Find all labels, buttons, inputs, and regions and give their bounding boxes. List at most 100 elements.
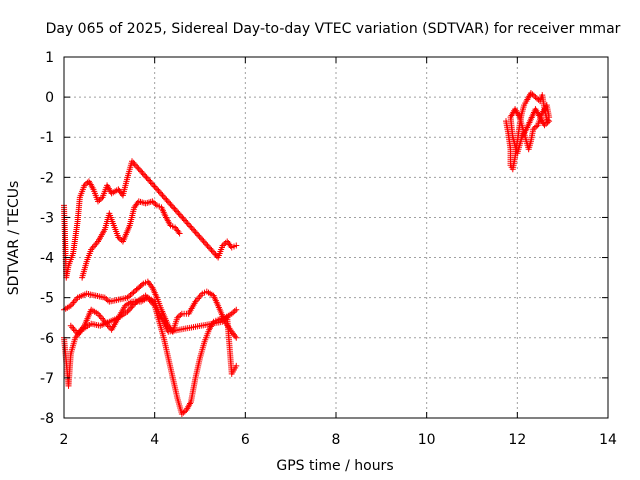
data-point bbox=[188, 224, 195, 231]
x-tick-label: 2 bbox=[60, 432, 69, 448]
data-point bbox=[104, 297, 111, 304]
data-point bbox=[205, 244, 212, 251]
data-point bbox=[159, 192, 166, 199]
y-tick-label: -7 bbox=[40, 371, 54, 387]
data-point bbox=[182, 217, 189, 224]
data-point bbox=[184, 220, 191, 227]
data-point bbox=[231, 308, 238, 315]
data-point bbox=[185, 221, 192, 228]
data-point bbox=[187, 223, 194, 230]
data-point bbox=[132, 162, 139, 169]
data-point bbox=[201, 239, 208, 246]
data-point bbox=[138, 168, 145, 175]
data-point bbox=[167, 201, 174, 208]
data-point bbox=[532, 94, 539, 101]
grid-layer bbox=[64, 57, 608, 418]
data-point bbox=[164, 198, 171, 205]
data-series-2 bbox=[61, 278, 240, 341]
data-point bbox=[172, 207, 179, 214]
data-point bbox=[136, 167, 143, 174]
data-point bbox=[168, 202, 175, 209]
data-point bbox=[127, 305, 134, 312]
data-point bbox=[138, 281, 145, 288]
data-point bbox=[200, 238, 207, 245]
data-point bbox=[150, 181, 157, 188]
data-point bbox=[180, 216, 187, 223]
data-point bbox=[155, 187, 162, 194]
y-axis-label: SDTVAR / TECUs bbox=[6, 181, 22, 296]
data-point bbox=[129, 158, 135, 165]
chart-title: Day 065 of 2025, Sidereal Day-to-day VTE… bbox=[46, 21, 621, 37]
data-point bbox=[127, 291, 134, 298]
x-tick-label: 10 bbox=[418, 432, 436, 448]
x-tick-label: 4 bbox=[150, 432, 159, 448]
y-tick-label: -4 bbox=[40, 251, 54, 267]
data-point bbox=[128, 304, 135, 311]
data-point bbox=[176, 211, 183, 218]
x-axis-label: GPS time / hours bbox=[276, 458, 393, 474]
y-tick-label: 1 bbox=[45, 50, 54, 66]
data-point bbox=[191, 227, 198, 234]
data-point bbox=[203, 241, 210, 248]
y-tick-label: 0 bbox=[45, 90, 54, 106]
data-point bbox=[177, 312, 184, 319]
data-point bbox=[183, 219, 190, 226]
x-tick-label: 14 bbox=[599, 432, 617, 448]
data-point bbox=[233, 242, 240, 249]
data-point bbox=[143, 174, 150, 181]
data-point bbox=[156, 189, 163, 196]
data-point bbox=[150, 199, 157, 206]
data-series-5 bbox=[67, 294, 240, 377]
data-point bbox=[146, 177, 153, 184]
data-point bbox=[212, 251, 219, 258]
data-series-3 bbox=[61, 158, 240, 281]
data-point bbox=[211, 250, 218, 257]
data-point bbox=[199, 236, 206, 243]
data-point bbox=[158, 190, 165, 197]
data-point bbox=[130, 159, 137, 166]
data-point bbox=[162, 195, 169, 202]
data-point bbox=[192, 229, 199, 236]
data-point bbox=[166, 199, 173, 206]
data-point bbox=[204, 242, 211, 249]
x-tick-label: 12 bbox=[508, 432, 526, 448]
data-point bbox=[134, 164, 141, 171]
data-point bbox=[533, 95, 540, 102]
data-point bbox=[131, 161, 138, 168]
data-point bbox=[193, 230, 200, 237]
data-point bbox=[144, 176, 151, 183]
data-point bbox=[197, 235, 204, 242]
data-point bbox=[233, 306, 240, 313]
x-tick-label: 8 bbox=[332, 432, 341, 448]
y-tick-label: -8 bbox=[40, 411, 54, 427]
y-tick-label: -6 bbox=[40, 331, 54, 347]
data-point bbox=[196, 233, 203, 240]
data-point bbox=[530, 92, 537, 99]
data-series-4 bbox=[79, 198, 183, 281]
data-point bbox=[175, 210, 182, 217]
data-point bbox=[124, 308, 131, 315]
data-point bbox=[140, 171, 147, 178]
data-point bbox=[209, 248, 216, 255]
data-point bbox=[125, 307, 132, 314]
data-point bbox=[142, 173, 149, 180]
data-point bbox=[546, 114, 553, 121]
data-point bbox=[160, 193, 167, 200]
data-point bbox=[171, 205, 178, 212]
data-series-6 bbox=[503, 90, 553, 173]
data-point bbox=[195, 232, 202, 239]
y-tick-label: -2 bbox=[40, 170, 54, 186]
data-point bbox=[148, 180, 155, 187]
data-point bbox=[147, 179, 154, 186]
data-point bbox=[129, 290, 135, 297]
y-tick-label: -1 bbox=[40, 130, 54, 146]
data-point bbox=[135, 165, 142, 172]
data-point bbox=[130, 289, 137, 296]
data-point bbox=[179, 214, 186, 221]
x-tick-label: 6 bbox=[241, 432, 250, 448]
data-point bbox=[207, 245, 214, 252]
data-point bbox=[208, 247, 215, 254]
data-point bbox=[170, 204, 177, 211]
